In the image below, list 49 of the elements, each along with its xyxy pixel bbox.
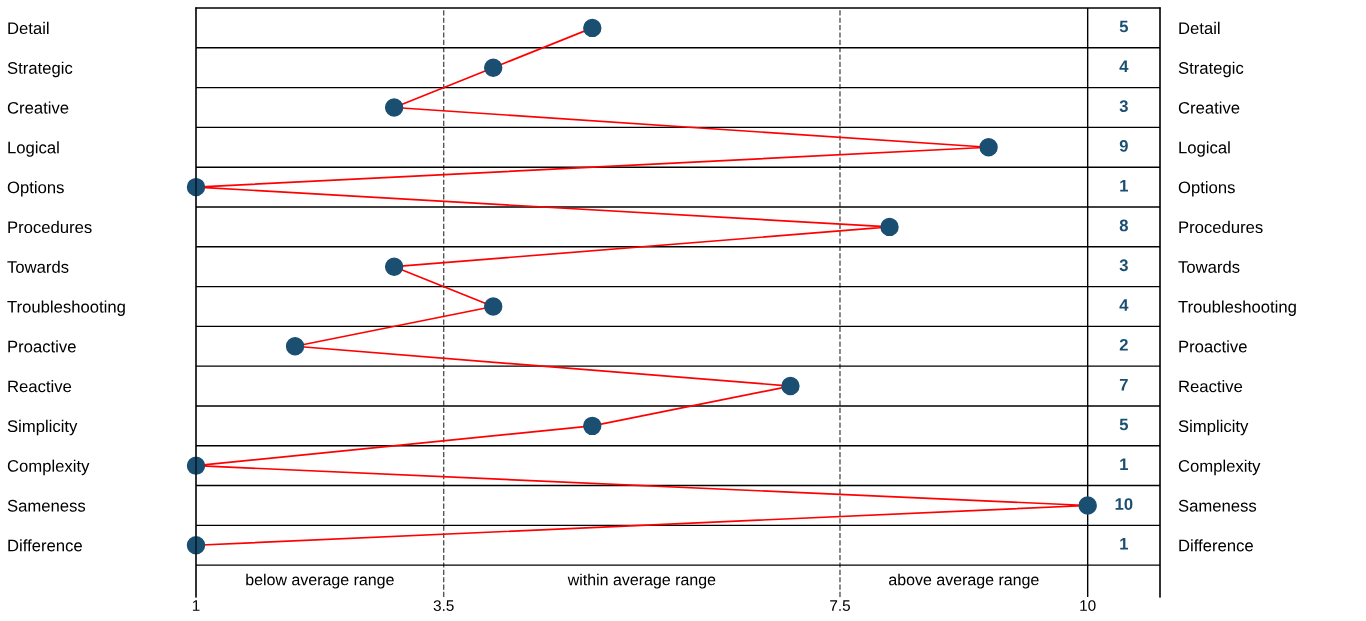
category-label: Creative [7,101,69,114]
category-label: Sameness [7,499,86,512]
x-tick-label: 7.5 [830,600,850,611]
category-label: Options [7,181,64,197]
annotation: 4 [1119,60,1129,73]
annotation: 7 [1119,378,1128,391]
category-label: Proactive [8,340,76,353]
y-tick-label: Difference [1179,539,1253,552]
category-label: Logical [8,141,59,157]
annotation: 3 [1119,259,1128,272]
y-tick-label: Proactive [1179,340,1247,353]
annotation: within average range [567,573,716,589]
annotation: 5 [1119,418,1129,431]
y-tick-label: Detail [1179,21,1220,35]
category-label: Troubleshooting [7,300,125,316]
y-tick-label: Towards [1178,260,1240,273]
category-label: Reactive [8,380,72,393]
annotation: 8 [1119,219,1128,232]
annotation: 9 [1119,139,1128,152]
annotation: below average range [246,573,394,589]
y-tick-label: Strategic [1178,61,1244,78]
y-tick-label: Options [1178,181,1235,197]
category-label: Detail [8,21,49,35]
y-tick-label: Complexity [1178,459,1261,476]
annotation: above average range [889,573,1039,589]
x-tick-label: 10 [1080,600,1096,611]
y-tick-label: Sameness [1178,499,1257,512]
annotation: 4 [1119,299,1129,311]
y-tick-label: Creative [1178,101,1240,114]
x-tick-label: 1 [192,600,200,611]
category-label: Simplicity [7,419,78,436]
annotation: 5 [1119,20,1129,33]
annotation: 10 [1115,498,1133,510]
category-label: Complexity [7,459,90,476]
y-tick-label: Simplicity [1178,419,1249,436]
y-tick-label: Procedures [1179,220,1263,234]
annotation: 1 [1120,458,1129,470]
y-tick-label: Logical [1179,141,1230,157]
annotation: 3 [1119,100,1128,112]
category-label: Difference [8,539,82,552]
category-label: Procedures [8,220,92,234]
category-label: Strategic [7,61,73,78]
y-tick-label: Troubleshooting [1178,300,1296,316]
x-tick-label: 3.5 [433,600,454,611]
y-tick-label: Reactive [1179,380,1243,393]
annotation: 1 [1120,179,1129,192]
annotation: 1 [1120,538,1129,550]
annotation: 2 [1119,338,1128,351]
category-label: Towards [7,260,69,273]
